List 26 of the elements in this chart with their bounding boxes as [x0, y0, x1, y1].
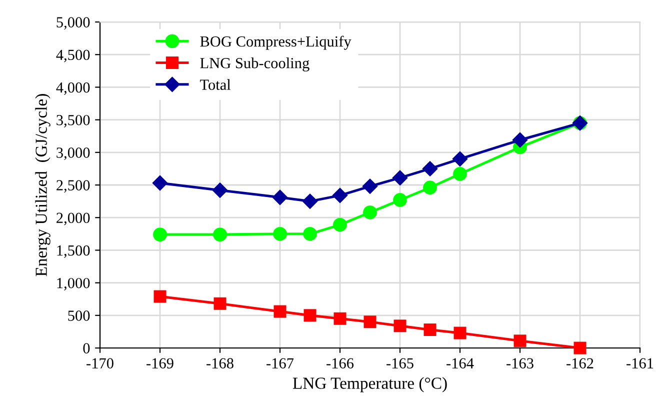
x-axis-title: LNG Temperature (°C)	[292, 377, 447, 392]
x-tick-label: -169	[146, 358, 174, 368]
x-tick-label: -168	[206, 358, 234, 368]
x-tick-label: -165	[386, 358, 414, 368]
y-tick-label: 1,000	[57, 278, 90, 290]
x-tick-label: -164	[446, 358, 474, 368]
y-tick-label: 2,000	[56, 212, 90, 226]
y-tick-label: 500	[68, 310, 90, 321]
y-axis-title: Energy Utilized (GJ/cycle)	[35, 94, 50, 276]
y-tick-label: 2,500	[56, 180, 90, 193]
legend-label: BOG Compress+Liquify	[200, 36, 352, 50]
y-tick-label: 4,000	[56, 82, 90, 95]
y-tick-label: 5,000	[56, 17, 90, 30]
x-tick-label: -162	[566, 358, 594, 368]
legend-label: Total	[200, 79, 231, 90]
y-tick-label: 3,500	[56, 114, 90, 128]
x-tick-label: -170	[86, 358, 114, 368]
y-tick-label: 4,500	[56, 50, 90, 62]
x-tick-label: -163	[506, 358, 534, 368]
x-tick-label: -161	[626, 358, 654, 368]
y-tick-label: 0	[83, 343, 90, 354]
x-tick-label: -167	[266, 358, 294, 368]
y-tick-label: 1,500	[57, 245, 90, 258]
x-tick-label: -166	[326, 358, 354, 368]
legend-label: LNG Sub-cooling	[200, 58, 310, 72]
y-tick-label: 3,000	[56, 148, 90, 160]
